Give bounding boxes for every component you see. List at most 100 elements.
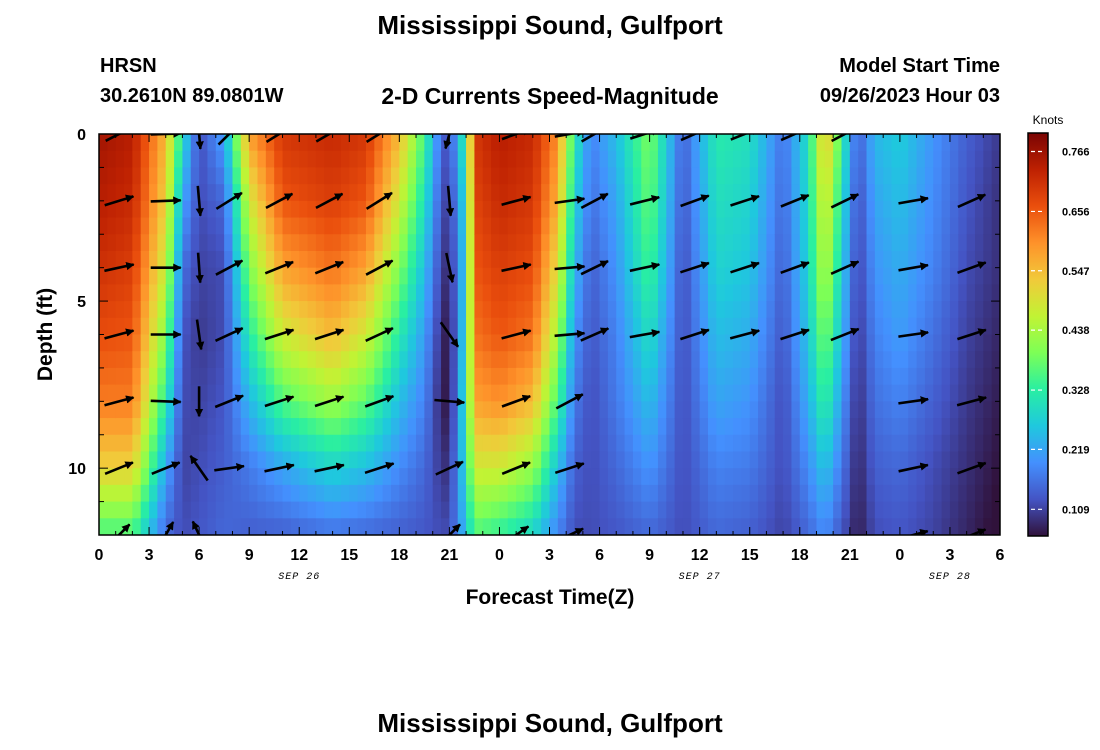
heatmap-cell xyxy=(557,468,567,486)
heatmap-cell xyxy=(849,301,859,319)
heatmap-cell xyxy=(349,134,359,152)
heatmap-cell xyxy=(708,217,717,235)
heatmap-cell xyxy=(207,334,217,352)
heatmap-cell xyxy=(516,250,526,269)
heatmap-cell xyxy=(182,384,192,402)
heatmap-cell xyxy=(591,484,601,503)
heatmap-cell xyxy=(708,418,717,436)
heatmap-cell xyxy=(307,284,317,302)
heatmap-cell xyxy=(866,150,876,169)
heatmap-cell xyxy=(799,317,809,336)
heatmap-cell xyxy=(791,184,801,202)
heatmap-cell xyxy=(207,167,217,185)
heatmap-cell xyxy=(349,217,359,235)
heatmap-cell xyxy=(165,301,175,319)
heatmap-cell xyxy=(466,267,476,285)
heatmap-cell xyxy=(958,434,968,453)
heatmap-cell xyxy=(974,434,984,453)
heatmap-cell xyxy=(482,284,492,302)
heatmap-cell xyxy=(257,267,267,285)
heatmap-cell xyxy=(182,351,192,369)
heatmap-cell xyxy=(174,234,184,252)
heatmap-cell xyxy=(833,384,843,402)
heatmap-cell xyxy=(824,518,834,535)
heatmap-cell xyxy=(591,334,601,352)
heatmap-cell xyxy=(774,317,784,336)
x-tick-label: 12 xyxy=(290,547,308,564)
heatmap-cell xyxy=(891,334,901,352)
heatmap-cell xyxy=(724,518,734,535)
heatmap-cell xyxy=(349,334,359,352)
heatmap-cell xyxy=(307,301,317,319)
heatmap-cell xyxy=(808,217,818,235)
heatmap-cell xyxy=(107,301,117,319)
heatmap-cell xyxy=(682,284,692,302)
heatmap-cell xyxy=(466,401,476,419)
heatmap-cell xyxy=(399,518,409,535)
heatmap-cell xyxy=(491,150,501,169)
heatmap-cell xyxy=(299,384,309,402)
station-coordinates: 30.2610N 89.0801W xyxy=(100,85,284,107)
heatmap-cell xyxy=(249,301,259,319)
heatmap-cell xyxy=(524,451,534,469)
heatmap-cell xyxy=(307,451,317,469)
heatmap-cell xyxy=(315,234,325,252)
heatmap-cell xyxy=(349,451,359,469)
heatmap-cell xyxy=(232,384,242,402)
heatmap-cell xyxy=(758,518,767,535)
heatmap-cell xyxy=(858,167,868,185)
heatmap-cell xyxy=(733,451,742,469)
heatmap-cell xyxy=(424,401,434,419)
heatmap-cell xyxy=(607,250,617,269)
heatmap-cell xyxy=(616,401,626,419)
heatmap-cell xyxy=(791,401,801,419)
current-vector-arrow xyxy=(104,461,134,476)
heatmap-cell xyxy=(199,150,209,169)
heatmap-cell xyxy=(432,334,442,352)
heatmap-cell xyxy=(174,401,184,419)
heatmap-cell xyxy=(574,367,584,386)
heatmap-cell xyxy=(991,468,1000,486)
current-vector-arrow xyxy=(214,327,244,342)
heatmap-cell xyxy=(933,184,943,202)
heatmap-cell xyxy=(874,484,884,503)
heatmap-cell xyxy=(974,484,984,503)
heatmap-cell xyxy=(224,367,234,386)
heatmap-cell xyxy=(949,200,959,219)
model-start-value: 09/26/2023 Hour 03 xyxy=(819,85,1000,107)
heatmap-cell xyxy=(549,250,559,269)
heatmap-cell xyxy=(641,200,651,219)
heatmap-cell xyxy=(849,451,859,469)
heatmap-cell xyxy=(165,334,175,352)
heatmap-cell xyxy=(799,367,809,386)
heatmap-cell xyxy=(340,284,350,302)
heatmap-cell xyxy=(849,468,859,486)
heatmap-cell xyxy=(874,334,884,352)
heatmap-cell xyxy=(532,451,542,469)
heatmap-cell xyxy=(507,234,517,252)
heatmap-cell xyxy=(933,401,943,419)
current-vector-arrow xyxy=(730,261,760,274)
heatmap-cell xyxy=(958,150,968,169)
heatmap-cell xyxy=(849,484,859,503)
heatmap-cell xyxy=(691,468,701,486)
heatmap-cell xyxy=(624,367,634,386)
current-vector-arrow xyxy=(580,327,610,342)
heatmap-cell xyxy=(758,351,767,369)
heatmap-cell xyxy=(249,150,259,169)
heatmap-cell xyxy=(132,284,142,302)
heatmap-cell xyxy=(374,384,384,402)
heatmap-cell xyxy=(582,434,592,453)
heatmap-cell xyxy=(607,334,617,352)
heatmap-cell xyxy=(899,518,909,535)
heatmap-cell xyxy=(557,334,567,352)
heatmap-cell xyxy=(265,384,275,402)
current-vector-arrow xyxy=(957,328,987,341)
heatmap-cell xyxy=(974,267,984,285)
heatmap-cell xyxy=(132,267,142,285)
heatmap-cell xyxy=(674,401,684,419)
heatmap-cell xyxy=(824,217,834,235)
heatmap-cell xyxy=(407,518,417,535)
chart-title: Mississippi Sound, Gulfport xyxy=(377,10,723,40)
heatmap-cell xyxy=(407,334,417,352)
